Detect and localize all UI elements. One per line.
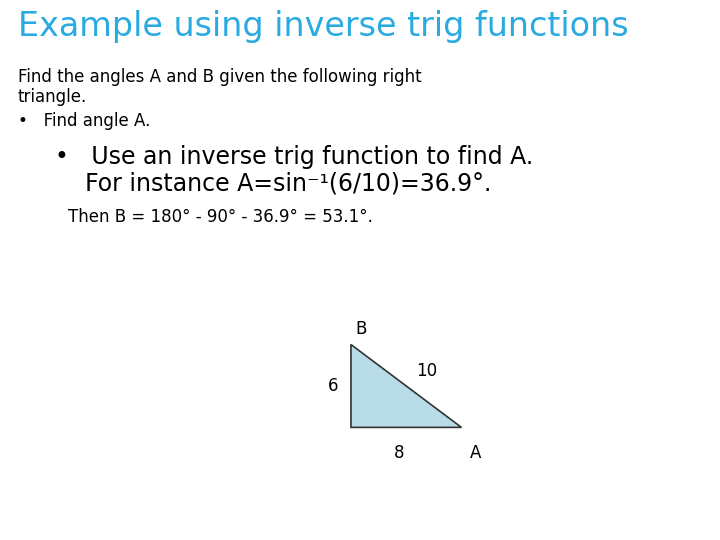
Text: 8: 8 — [394, 444, 405, 462]
Text: For instance A=sin⁻¹(6/10)=36.9°.: For instance A=sin⁻¹(6/10)=36.9°. — [55, 172, 491, 196]
Text: 10: 10 — [416, 362, 437, 380]
Text: Example using inverse trig functions: Example using inverse trig functions — [18, 10, 629, 43]
Text: •   Find angle A.: • Find angle A. — [18, 112, 150, 130]
Text: Then B = 180° - 90° - 36.9° = 53.1°.: Then B = 180° - 90° - 36.9° = 53.1°. — [68, 208, 373, 226]
Polygon shape — [351, 345, 462, 427]
Text: triangle.: triangle. — [18, 88, 87, 106]
Text: Find the angles A and B given the following right: Find the angles A and B given the follow… — [18, 68, 422, 86]
Text: B: B — [355, 320, 366, 338]
Text: 6: 6 — [328, 377, 338, 395]
Text: A: A — [469, 444, 481, 462]
Text: •   Use an inverse trig function to find A.: • Use an inverse trig function to find A… — [55, 145, 534, 169]
